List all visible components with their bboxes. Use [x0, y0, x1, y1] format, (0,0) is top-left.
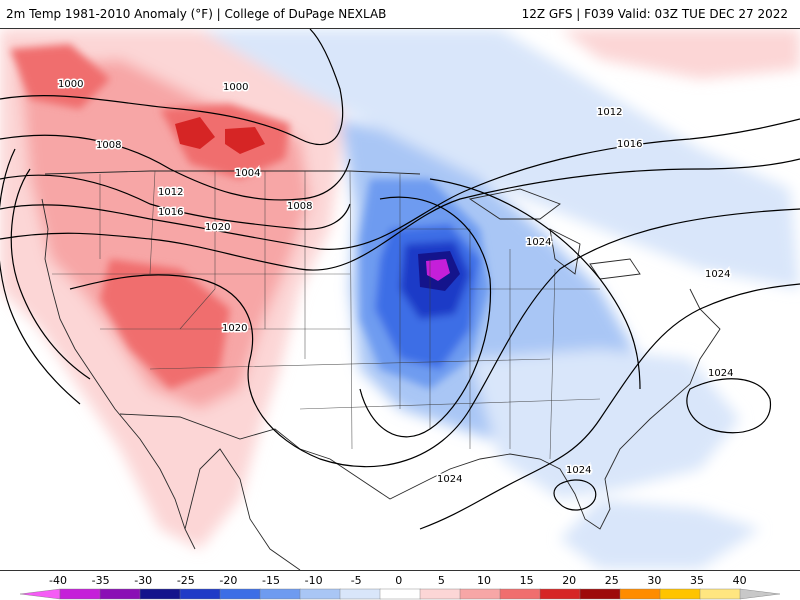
- legend-color-bar: [19, 588, 781, 600]
- mexico-coastline: [184, 448, 301, 570]
- isobar-label: 1008: [96, 140, 121, 151]
- isobar-label: 1000: [223, 82, 248, 93]
- cold-anomaly-northeast: [200, 29, 800, 289]
- legend-tick-label: 25: [604, 574, 619, 587]
- color-legend: -40 -35 -30 -25 -20 -15 -10 -5 0 5 10 15 20 25 30 35 40: [0, 571, 800, 600]
- legend-color-swatch: [59, 588, 101, 600]
- gulf-coastline: [329, 288, 721, 530]
- isobar-1024-b: [686, 378, 771, 434]
- model-run-info: 12Z GFS | F039 Valid: 03Z TUE DEC 27 202…: [521, 7, 788, 21]
- isobars: [0, 29, 800, 530]
- isobar-west-ridge-1: [10, 168, 91, 380]
- cold-anomaly-southeast: [470, 349, 740, 499]
- isobar-label: 1024: [437, 474, 462, 485]
- warm-anomaly-max-alberta: [175, 117, 215, 149]
- cold-anomaly-extreme: [426, 259, 450, 281]
- legend-color-swatch: [699, 588, 741, 600]
- isobar-label: 1024: [705, 269, 730, 280]
- isobar-label: 1008: [287, 201, 312, 212]
- legend-color-swatch: [339, 588, 381, 600]
- isobar-1016: [0, 158, 800, 271]
- legend-color-swatch: [579, 588, 621, 600]
- legend-tick-label: -25: [176, 574, 195, 587]
- warm-anomaly-canada-east: [560, 29, 800, 79]
- geography: [41, 170, 721, 570]
- legend-color-swatch: [99, 588, 141, 600]
- isobar-1008: [0, 174, 351, 230]
- legend-color-swatch: [379, 588, 421, 600]
- cold-anomaly-gulf: [560, 499, 760, 569]
- legend-color-swatch: [539, 588, 581, 600]
- legend-color-swatch: [299, 588, 341, 600]
- legend-tick-label: 15: [519, 574, 534, 587]
- legend-color-swatch: [619, 588, 661, 600]
- isobar-label: 1024: [566, 465, 591, 476]
- legend-tick-label: -5: [350, 574, 362, 587]
- isobar-label: 1000: [58, 79, 83, 90]
- isobar-label: 1020: [222, 323, 247, 334]
- warm-anomaly-california: [100, 259, 230, 389]
- map-title: 2m Temp 1981-2010 Anomaly (°F) | College…: [6, 7, 387, 21]
- isobar-1004: [0, 134, 351, 201]
- legend-tick-label: -40: [49, 574, 67, 587]
- legend-tick-label: -35: [91, 574, 110, 587]
- legend-tick-label: 30: [647, 574, 662, 587]
- legend-color-swatch: [659, 588, 701, 600]
- isobar-trough-plains: [359, 196, 492, 438]
- legend-tick-label: 20: [562, 574, 577, 587]
- legend-color-swatch: [419, 588, 461, 600]
- legend-tick-label: -15: [262, 574, 280, 587]
- state-borders: [52, 170, 601, 460]
- legend-color-swatch: [219, 588, 261, 600]
- isobar-1000-a: [0, 29, 344, 146]
- legend-color-swatch: [139, 588, 181, 600]
- legend-tick-label: -20: [219, 574, 238, 587]
- anomaly-shading: [0, 29, 800, 569]
- isobar-label: 1020: [205, 222, 230, 233]
- legend-color-swatch: [259, 588, 301, 600]
- legend-color-swatch: [739, 588, 781, 600]
- isobar-label-group: 1000 1000 1008 1004 1012 1016 1008 1020 …: [57, 78, 735, 487]
- legend-color-swatch: [19, 588, 61, 600]
- isobar-west-ridge-2: [0, 148, 81, 405]
- legend-tick-label: 5: [437, 574, 445, 587]
- isobar-label: 1004: [235, 168, 260, 179]
- legend-tick-label: -30: [134, 574, 153, 587]
- legend-tick-label: 0: [395, 574, 403, 587]
- legend-tick-label: 35: [690, 574, 704, 587]
- isobar-1012: [0, 118, 800, 250]
- isobar-label: 1012: [597, 107, 622, 118]
- legend-tick-label: 10: [477, 574, 491, 587]
- legend-color-swatch: [499, 588, 541, 600]
- legend-tick-label: 40: [732, 574, 747, 587]
- west-coastline: [41, 198, 196, 550]
- isobar-1024-c: [553, 479, 597, 511]
- isobar-label: 1016: [158, 207, 183, 218]
- temperature-anomaly-map: 1000 1000 1008 1004 1012 1016 1008 1020 …: [0, 28, 800, 571]
- map-header: 2m Temp 1981-2010 Anomaly (°F) | College…: [0, 0, 800, 28]
- isobar-east-1: [429, 178, 641, 390]
- legend-color-swatch: [459, 588, 501, 600]
- isobar-label: 1024: [708, 368, 733, 379]
- legend-tick-label: -10: [304, 574, 323, 587]
- isobar-label: 1012: [158, 187, 183, 198]
- isobar-label: 1024: [526, 237, 551, 248]
- legend-tick-labels: -40 -35 -30 -25 -20 -15 -10 -5 0 5 10 15 20 25 30 35 40: [0, 574, 800, 588]
- map-canvas: 1000 1000 1008 1004 1012 1016 1008 1020 …: [0, 29, 800, 570]
- mexico-border: [119, 413, 331, 460]
- legend-color-swatch: [179, 588, 221, 600]
- warm-anomaly-alberta-2: [225, 127, 265, 154]
- isobar-label: 1016: [617, 139, 642, 150]
- isobar-1020: [69, 208, 800, 468]
- warm-anomaly-northwest: [10, 44, 110, 109]
- canada-border: [44, 170, 421, 175]
- isobar-1024-a: [419, 283, 800, 530]
